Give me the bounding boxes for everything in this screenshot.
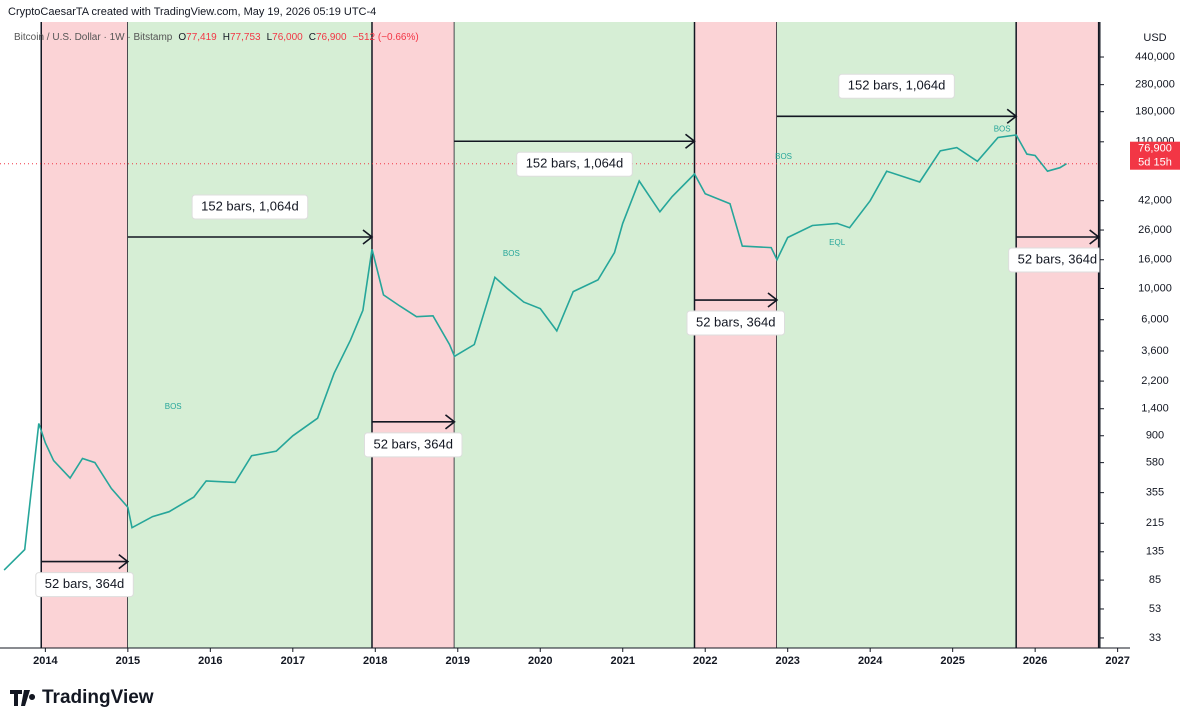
zone	[127, 22, 372, 648]
y-tick-label: 580	[1146, 457, 1164, 469]
y-tick-label: 1,400	[1141, 403, 1169, 415]
x-tick-label: 2014	[33, 655, 58, 667]
arrow-head	[767, 292, 779, 308]
x-tick-label: 2026	[1023, 655, 1047, 667]
annotation: BOS	[503, 249, 520, 258]
y-tick-label: 85	[1149, 574, 1161, 586]
arrow-label: 52 bars, 364d	[696, 314, 776, 329]
y-tick-label: 900	[1146, 430, 1164, 442]
zone	[776, 22, 1017, 648]
x-tick-label: 2023	[775, 655, 799, 667]
arrow-label: 152 bars, 1,064d	[848, 78, 946, 93]
ohlc-value: 77,753	[230, 32, 261, 43]
footer-logo: TradingView	[10, 687, 154, 708]
x-tick-label: 2019	[446, 655, 470, 667]
annotation: BOS	[994, 124, 1011, 133]
x-tick-label: 2025	[940, 655, 964, 667]
ohlc-value: 76,000	[272, 32, 303, 43]
arrow-label: 52 bars, 364d	[45, 576, 125, 591]
x-tick-label: 2016	[198, 655, 222, 667]
arrow-head	[444, 414, 456, 430]
x-tick-label: 2021	[610, 655, 634, 667]
last-price-label: 76,900	[1138, 143, 1172, 155]
y-tick-label: 3,600	[1141, 345, 1169, 357]
arrow-label: 52 bars, 364d	[1018, 251, 1098, 266]
logo-icon	[10, 690, 36, 706]
y-tick-label: 42,000	[1138, 195, 1172, 207]
y-tick-label: 6,000	[1141, 314, 1169, 326]
ohlc-value: 77,419	[186, 32, 217, 43]
y-tick-label: 2,200	[1141, 375, 1169, 387]
axis-unit: USD	[1143, 32, 1166, 44]
ohlc-label: O	[178, 32, 186, 43]
y-tick-label: 215	[1146, 517, 1164, 529]
attribution: CryptoCaesarTA created with TradingView.…	[8, 6, 376, 18]
arrow-label-box	[35, 572, 134, 598]
arrow-label-box	[191, 194, 309, 220]
change: −512 (−0.66%)	[353, 32, 419, 43]
price-line	[3, 134, 1067, 571]
y-tick-label: 135	[1146, 546, 1164, 558]
arrow-head	[362, 229, 374, 245]
zone	[371, 22, 455, 648]
zone	[1016, 22, 1099, 648]
arrow-head	[685, 133, 696, 149]
ohlc-value: 76,900	[316, 32, 347, 43]
arrow-label: 152 bars, 1,064d	[526, 156, 624, 171]
arrow-label-box	[686, 310, 785, 336]
x-tick-label: 2020	[528, 655, 552, 667]
annotation: BOS	[775, 152, 792, 161]
y-tick-label: 16,000	[1138, 254, 1172, 266]
x-tick-label: 2017	[281, 655, 305, 667]
symbol-legend: Bitcoin / U.S. Dollar · 1W · Bitstamp O77…	[14, 32, 419, 43]
arrow-head	[1089, 229, 1100, 245]
x-tick-label: 2022	[693, 655, 717, 667]
zone	[454, 22, 695, 648]
y-tick-label: 355	[1146, 487, 1164, 499]
x-tick-label: 2024	[858, 655, 883, 667]
price-axis-bg	[1100, 0, 1200, 680]
arrow-label-box	[516, 151, 633, 177]
y-tick-label: 180,000	[1135, 106, 1175, 118]
arrow-label-box	[363, 432, 463, 458]
y-tick-label: 440,000	[1135, 51, 1175, 63]
symbol: Bitcoin / U.S. Dollar · 1W · Bitstamp	[14, 32, 173, 43]
plot: BOS BOS BOS BOS EQL 52 bars, 364d 152 bars, 1,…	[0, 73, 1107, 598]
y-tick-label: 26,000	[1138, 224, 1172, 236]
x-tick-label: 2018	[363, 655, 387, 667]
annotation: BOS	[165, 402, 182, 411]
ohlc-label: L	[267, 32, 273, 43]
arrow-label-box	[838, 73, 955, 99]
arrow-head	[1006, 108, 1018, 124]
y-tick-label: 53	[1149, 603, 1161, 615]
arrow-head	[118, 553, 130, 570]
countdown: 5d 15h	[1138, 157, 1172, 169]
x-tick-label: 2015	[116, 655, 140, 667]
ohlc-label: C	[309, 32, 316, 43]
zones	[40, 22, 1100, 648]
last-price-tag	[1130, 141, 1180, 170]
zone	[41, 22, 128, 648]
annotation: EQL	[829, 238, 846, 247]
logo-text: TradingView	[42, 687, 154, 708]
x-tick-label: 2027	[1105, 655, 1129, 667]
ohlc-label: H	[223, 32, 230, 43]
y-tick-label: 33	[1149, 632, 1161, 644]
arrow-label: 52 bars, 364d	[373, 436, 453, 451]
y-tick-label: 280,000	[1135, 79, 1175, 91]
arrow-label: 152 bars, 1,064d	[201, 198, 299, 213]
y-tick-label: 10,000	[1138, 282, 1172, 294]
